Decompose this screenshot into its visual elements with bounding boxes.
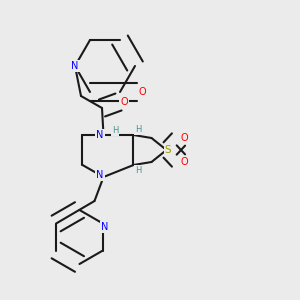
Text: H: H	[135, 166, 141, 175]
Text: N: N	[71, 61, 79, 71]
Text: H: H	[135, 125, 141, 134]
Text: N: N	[101, 222, 108, 232]
Text: S: S	[165, 145, 171, 155]
Text: H: H	[112, 126, 118, 135]
Text: O: O	[138, 87, 146, 97]
Text: O: O	[181, 157, 188, 167]
Text: O: O	[120, 97, 128, 107]
Text: N: N	[96, 170, 103, 181]
Text: O: O	[181, 133, 188, 143]
Text: N: N	[96, 130, 103, 140]
